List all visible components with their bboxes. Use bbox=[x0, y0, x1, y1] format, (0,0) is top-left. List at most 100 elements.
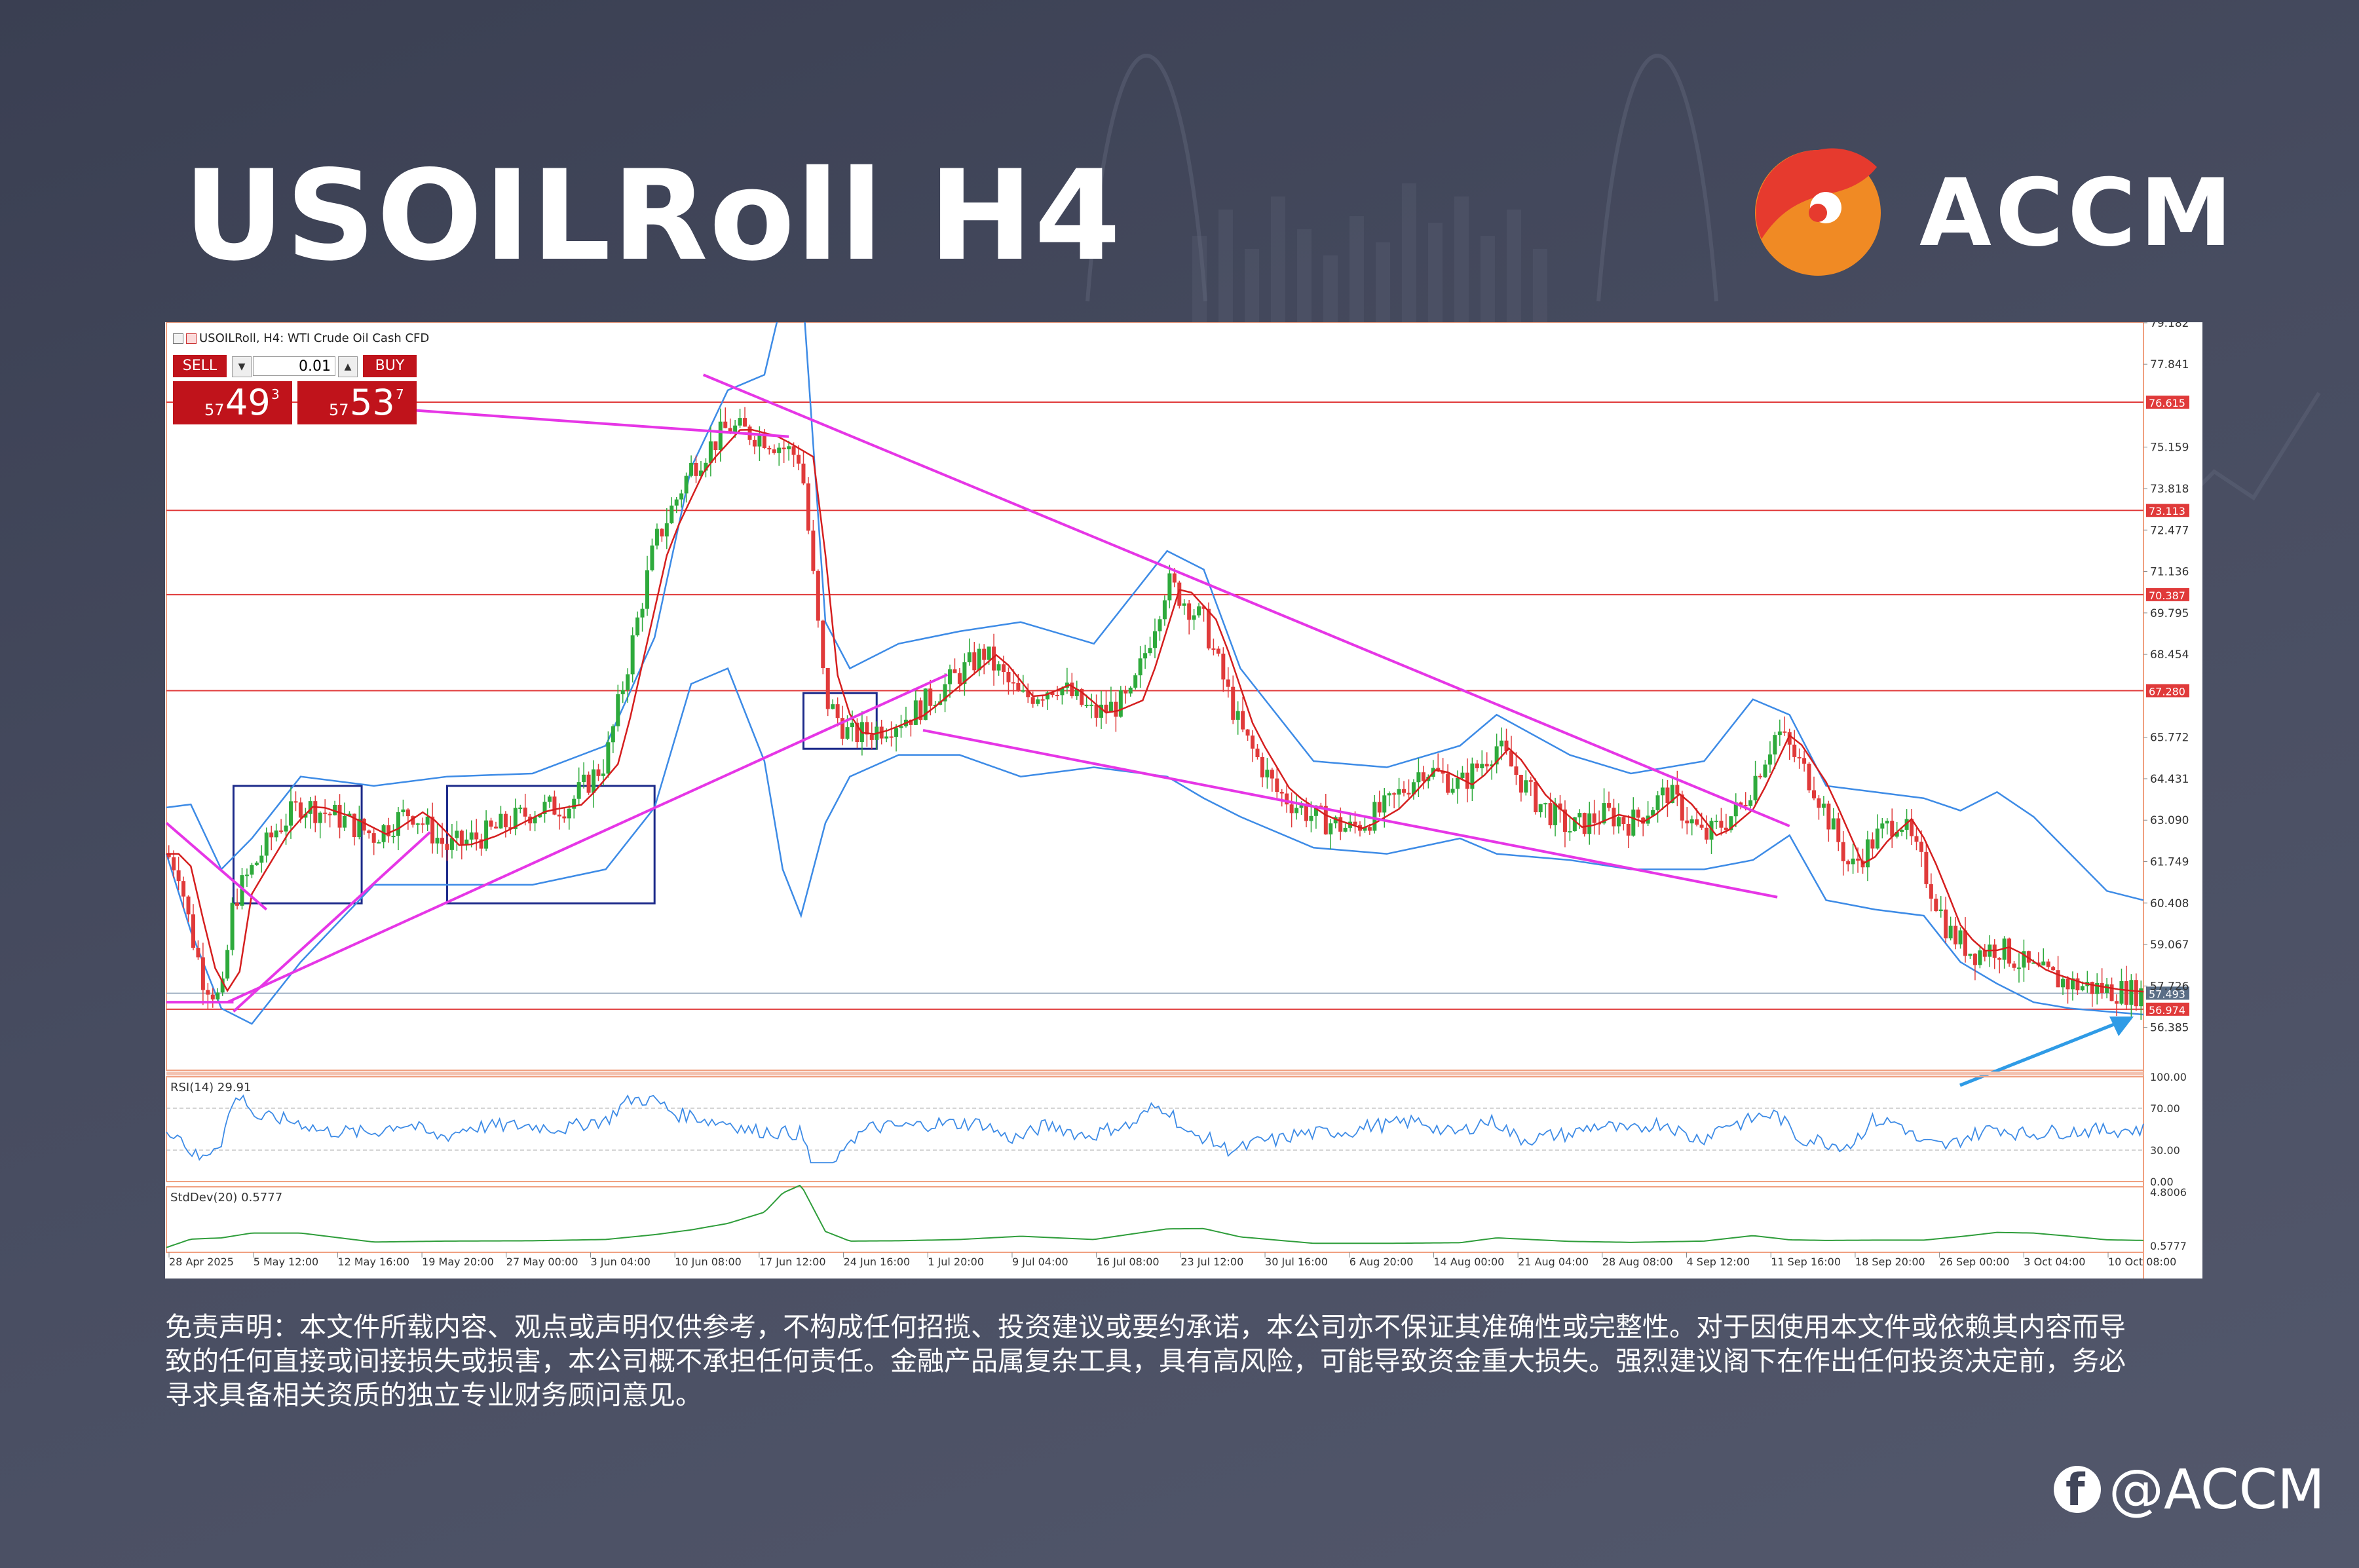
candle-body bbox=[1172, 573, 1177, 583]
candle-body bbox=[206, 990, 210, 995]
candle-body bbox=[2129, 980, 2134, 1005]
candle-body bbox=[913, 700, 918, 725]
price-tick-label: 65.772 bbox=[2150, 732, 2189, 745]
candle-body bbox=[1817, 798, 1821, 808]
candle-body bbox=[396, 812, 400, 836]
time-tick-label: 11 Sep 16:00 bbox=[1771, 1256, 1841, 1268]
sell-price-display[interactable]: 57 49 3 bbox=[173, 381, 292, 424]
candle-body bbox=[1812, 790, 1816, 798]
lot-decrease-icon[interactable]: ▼ bbox=[232, 356, 252, 377]
buy-price-main: 53 bbox=[350, 382, 395, 423]
candle-body bbox=[957, 673, 962, 684]
candle-body bbox=[1636, 810, 1640, 818]
candle-body bbox=[1787, 732, 1792, 745]
stddev-current-label: 0.5777 bbox=[2150, 1240, 2187, 1252]
candle-body bbox=[1631, 810, 1636, 836]
time-tick-label: 4 Sep 12:00 bbox=[1687, 1256, 1750, 1268]
candle-body bbox=[489, 820, 493, 827]
candle-body bbox=[1821, 803, 1826, 808]
candle-body bbox=[333, 804, 337, 815]
candle-body bbox=[435, 838, 440, 844]
level-price-tag bbox=[2146, 504, 2189, 517]
trendline bbox=[922, 728, 1778, 899]
candle-body bbox=[1948, 925, 1953, 939]
rsi-line bbox=[166, 1094, 2144, 1164]
time-tick-label: 23 Jul 12:00 bbox=[1180, 1256, 1243, 1268]
candle-body bbox=[172, 857, 176, 870]
candle-body bbox=[464, 839, 469, 845]
candle-body bbox=[1587, 813, 1592, 834]
social-handle[interactable]: f @ACCM bbox=[2054, 1462, 2325, 1517]
time-tick-label: 17 Jun 12:00 bbox=[759, 1256, 826, 1268]
lot-size-input[interactable]: 0.01 bbox=[253, 356, 335, 376]
candle-body bbox=[1773, 735, 1777, 755]
candle-body bbox=[1470, 763, 1475, 789]
candle-body bbox=[2051, 967, 2056, 971]
time-tick-label: 26 Sep 00:00 bbox=[1940, 1256, 2010, 1268]
time-tick-label: 1 Jul 20:00 bbox=[928, 1256, 984, 1268]
candle-body bbox=[1695, 819, 1699, 825]
candle-body bbox=[1660, 787, 1665, 796]
candle-body bbox=[1030, 697, 1035, 704]
price-tick-label: 60.408 bbox=[2150, 897, 2189, 910]
candle-body bbox=[1309, 815, 1313, 821]
candle-body bbox=[650, 545, 654, 570]
sell-button[interactable]: SELL bbox=[173, 355, 227, 377]
candle-body bbox=[455, 831, 459, 838]
candle-body bbox=[1582, 813, 1587, 834]
price-tick-label: 68.454 bbox=[2150, 648, 2189, 662]
candle-body bbox=[1783, 731, 1787, 733]
candle-body bbox=[1572, 817, 1577, 832]
candle-body bbox=[616, 694, 620, 726]
candle-body bbox=[1177, 582, 1182, 606]
candle-body bbox=[1841, 842, 1845, 861]
candle-body bbox=[1338, 817, 1343, 832]
lot-increase-icon[interactable]: ▲ bbox=[338, 356, 358, 377]
candle-body bbox=[1509, 751, 1513, 767]
candle-body bbox=[1494, 746, 1499, 765]
candle-body bbox=[1607, 803, 1612, 808]
candle-body bbox=[508, 827, 513, 829]
candle-body bbox=[1050, 692, 1055, 695]
buy-price-display[interactable]: 57 53 7 bbox=[297, 381, 417, 424]
candle-body bbox=[743, 418, 747, 427]
price-tick-label: 77.841 bbox=[2150, 358, 2189, 371]
candle-body bbox=[1436, 768, 1441, 771]
candle-body bbox=[1446, 774, 1450, 793]
annotation-arrow-head bbox=[2109, 1017, 2134, 1036]
trendline bbox=[233, 831, 431, 1013]
rsi-pane-border bbox=[166, 1076, 2144, 1182]
accm-logo bbox=[1755, 148, 1881, 276]
level-price-label: 76.615 bbox=[2149, 397, 2185, 409]
candle-body bbox=[1377, 802, 1382, 813]
candle-body bbox=[825, 667, 830, 709]
candle-body bbox=[1333, 817, 1338, 824]
candle-body bbox=[2139, 988, 2143, 1007]
candle-body bbox=[767, 448, 772, 450]
candle-body bbox=[992, 646, 996, 671]
buy-button[interactable]: BUY bbox=[363, 355, 417, 377]
candle-body bbox=[1456, 777, 1460, 789]
candle-body bbox=[1460, 772, 1465, 778]
candle-body bbox=[967, 652, 972, 663]
candle-body bbox=[1753, 775, 1758, 800]
candle-body bbox=[328, 813, 332, 815]
candle-body bbox=[1294, 808, 1299, 813]
candle-body bbox=[2066, 979, 2070, 990]
candle-body bbox=[166, 853, 171, 857]
candle-body bbox=[1602, 803, 1606, 824]
candle-body bbox=[425, 816, 430, 825]
candle-body bbox=[1036, 699, 1040, 704]
candle-body bbox=[708, 441, 713, 463]
candle-body bbox=[996, 664, 1001, 671]
candle-body bbox=[449, 838, 454, 850]
candle-body bbox=[440, 838, 445, 844]
candle-body bbox=[1016, 682, 1021, 692]
candle-body bbox=[1743, 805, 1748, 807]
chart-background bbox=[165, 322, 2202, 1279]
candle-body bbox=[933, 705, 937, 707]
candle-body bbox=[1972, 954, 1977, 965]
candle-body bbox=[1963, 930, 1968, 956]
candle-body bbox=[337, 804, 342, 828]
time-tick-label: 14 Aug 00:00 bbox=[1433, 1256, 1504, 1268]
